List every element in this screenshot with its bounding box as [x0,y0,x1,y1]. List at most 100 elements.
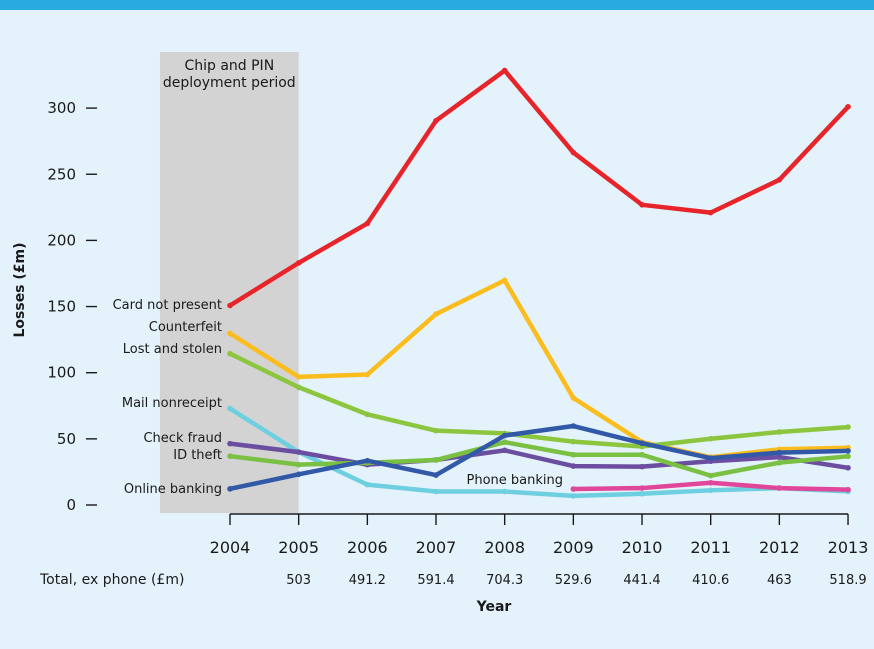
series-line-card-not-present [227,68,851,308]
y-tick-label: 0 [66,496,76,514]
data-point-mail-nonreceipt [707,487,714,494]
total-value-2005: 503 [286,573,311,588]
top-accent-bar [0,0,874,10]
x-tick-label: 2005 [278,538,319,557]
y-tick-label: 50 [57,430,76,448]
data-point-phone-banking [845,486,851,493]
data-point-id-theft [639,451,645,458]
y-tick-label: 100 [47,364,76,382]
shaded-region-label-line2: deployment period [163,75,296,91]
data-point-counterfeit [364,371,371,378]
series-line-lost-and-stolen [227,351,851,449]
series-label-check-fraud: Check fraud [143,431,222,446]
x-tick-label: 2009 [553,538,594,557]
data-point-online-banking [433,472,439,478]
data-point-check-fraud [227,440,233,447]
total-value-2008: 704.3 [486,573,523,588]
data-point-mail-nonreceipt [227,405,233,412]
totals-row: 503 491.2 591.4 704.3 529.6 441.4 410.6 463 518.… [286,573,866,588]
data-point-id-theft [570,451,577,458]
data-point-card-not-present [639,202,645,208]
data-point-phone-banking [570,486,577,492]
series-labels: Card not present Counterfeit Lost and stol… [113,298,563,497]
data-point-check-fraud [639,463,645,470]
data-point-counterfeit [227,330,233,337]
data-point-card-not-present [227,302,233,309]
series-label-mail-nonreceipt: Mail nonreceipt [122,396,222,411]
data-point-id-theft [501,439,508,445]
data-point-check-fraud [845,465,851,471]
data-point-counterfeit [570,395,577,401]
data-point-card-not-present [295,260,302,266]
series-label-counterfeit: Counterfeit [149,320,222,335]
data-point-online-banking [295,471,302,478]
data-point-online-banking [845,448,851,454]
data-point-id-theft [227,453,233,459]
total-value-2010: 441.4 [623,573,660,588]
series-label-online-banking: Online banking [124,482,222,497]
series-label-card-not-present: Card not present [113,298,222,313]
series-layer [227,67,851,499]
data-point-counterfeit [295,374,302,380]
series-line-online-banking [227,423,851,492]
data-point-mail-nonreceipt [364,481,371,488]
data-point-lost-and-stolen [707,435,714,442]
data-point-id-theft [433,457,439,463]
x-tick-label: 2010 [622,538,663,557]
total-value-2013: 518.9 [829,573,866,588]
data-point-lost-and-stolen [295,384,302,391]
data-point-online-banking [227,486,233,492]
data-point-lost-and-stolen [570,438,577,445]
data-point-online-banking [776,449,783,456]
x-tick-label: 2007 [416,538,457,557]
data-point-lost-and-stolen [364,411,371,418]
data-point-online-banking [707,455,714,461]
data-point-card-not-present [845,103,851,110]
data-point-id-theft [776,459,783,466]
data-point-lost-and-stolen [227,350,233,357]
y-tick-label: 300 [47,99,76,117]
x-tick-label: 2006 [347,538,388,557]
series-line-check-fraud [227,441,851,471]
data-point-card-not-present [433,117,439,124]
data-point-phone-banking [776,485,783,491]
shaded-region-label-line1: Chip and PIN [184,58,274,74]
x-tick-label: 2013 [828,538,869,557]
data-point-card-not-present [776,177,783,183]
data-point-check-fraud [501,447,508,454]
data-point-mail-nonreceipt [639,490,645,497]
data-point-online-banking [639,440,645,447]
axes: 0 50 100 150 200 250 300 2004 2005 2006 2007 2008 20… [47,99,868,557]
series-label-id-theft: ID theft [173,448,222,463]
total-value-2006: 491.2 [349,573,386,588]
data-point-card-not-present [570,149,577,156]
data-point-counterfeit [433,311,439,317]
data-point-counterfeit [501,277,508,284]
data-point-check-fraud [776,454,783,460]
data-point-online-banking [364,457,371,464]
series-label-lost-and-stolen: Lost and stolen [123,342,222,357]
y-tick-label: 150 [47,298,76,316]
series-line-id-theft [227,439,851,478]
series-label-phone-banking: Phone banking [467,473,564,488]
x-tick-label: 2004 [210,538,251,557]
total-value-2009: 529.6 [555,573,592,588]
data-point-mail-nonreceipt [501,488,508,495]
x-tick-label: 2011 [690,538,731,557]
data-point-mail-nonreceipt [433,488,439,495]
total-value-2007: 591.4 [417,573,454,588]
data-point-id-theft [295,461,302,468]
totals-row-label: Total, ex phone (£m) [39,572,184,588]
data-point-id-theft [707,472,714,479]
data-point-id-theft [845,453,851,460]
total-value-2011: 410.6 [692,573,729,588]
y-tick-label: 200 [47,231,76,249]
data-point-lost-and-stolen [776,429,783,435]
data-point-check-fraud [570,463,577,469]
y-axis-title: Losses (£m) [12,242,28,337]
data-point-card-not-present [364,220,371,227]
y-tick-label: 250 [47,165,76,183]
data-point-check-fraud [295,449,302,455]
